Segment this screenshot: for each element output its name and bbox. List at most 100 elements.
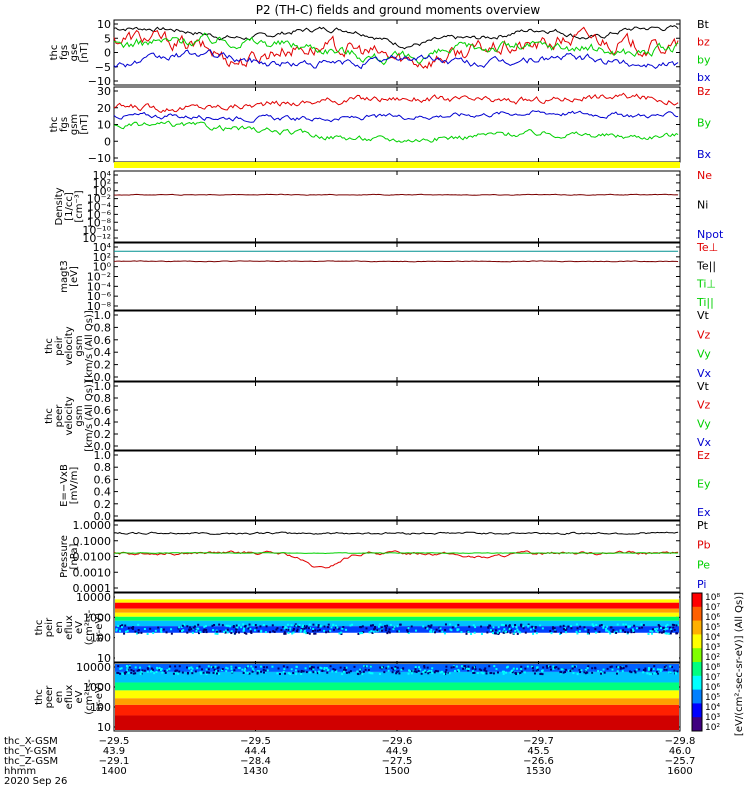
- spectrogram-pixel: [361, 673, 364, 676]
- spectrogram-pixel: [359, 626, 362, 629]
- spectrogram-pixel: [616, 623, 619, 626]
- spectrogram-pixel: [676, 624, 679, 627]
- spectrogram-pixel: [357, 632, 360, 635]
- legend-entry: by: [697, 53, 711, 66]
- spectrogram-pixel: [380, 626, 383, 629]
- spectrogram-pixel: [480, 625, 483, 628]
- x-axis-row-label: 2020 Sep 26: [4, 776, 67, 787]
- spectrogram-pixel: [410, 672, 413, 675]
- spectrogram-pixel: [615, 672, 618, 675]
- spectrogram-pixel: [367, 668, 370, 671]
- spectrogram-pixel: [283, 631, 286, 634]
- spectrogram-pixel: [265, 625, 268, 628]
- spectrogram-pixel: [553, 630, 556, 633]
- spectrogram-pixel: [126, 665, 129, 668]
- spectrogram-pixel: [131, 627, 134, 630]
- spectrogram-band: [115, 612, 679, 617]
- spectrogram-pixel: [364, 668, 367, 671]
- colorbar-frame: [691, 592, 703, 732]
- x-tick-value: −27.5: [382, 756, 413, 767]
- spectrogram-pixel: [433, 671, 436, 674]
- spectrogram-pixel: [282, 670, 285, 673]
- spectrogram-pixel: [385, 667, 388, 670]
- spectrogram-pixel: [666, 623, 669, 626]
- spectrogram-pixel: [152, 632, 155, 635]
- spectrogram-pixel: [504, 624, 507, 627]
- spectrogram-pixel: [467, 630, 470, 633]
- spectrogram-pixel: [318, 671, 321, 674]
- spectrogram-pixel: [361, 632, 364, 635]
- colorbar-tick-label: 10⁸: [705, 593, 720, 603]
- spectrogram-pixel: [308, 623, 311, 626]
- spectrogram-pixel: [313, 632, 316, 635]
- spectrogram-pixel: [675, 632, 678, 635]
- legend-entry: Pe: [697, 558, 710, 571]
- spectrogram-pixel: [386, 632, 389, 635]
- spectrogram-pixel: [336, 626, 339, 629]
- spectrogram-pixel: [295, 672, 298, 675]
- spectrogram-pixel: [371, 672, 374, 675]
- spectrogram-pixel: [570, 627, 573, 630]
- spectrogram-pixel: [564, 668, 567, 671]
- series-fgs_gse-Bt: [113, 25, 679, 50]
- spectrogram-pixel: [412, 669, 415, 672]
- spectrogram-pixel: [311, 629, 314, 632]
- spectrogram-pixel: [226, 628, 229, 631]
- spectrogram-pixel: [496, 671, 499, 674]
- spectrogram-pixel: [431, 672, 434, 675]
- spectrogram-pixel: [283, 627, 286, 630]
- y-tick-label: 0.6: [94, 334, 112, 347]
- spectrogram-pixel: [418, 666, 421, 669]
- spectrogram-pixel: [478, 668, 481, 671]
- colorbar-segment: [692, 634, 702, 649]
- spectrogram-pixel: [375, 630, 378, 633]
- spectrogram-pixel: [397, 630, 400, 633]
- spectrogram-pixel: [130, 671, 133, 674]
- spectrogram-pixel: [356, 670, 359, 673]
- spectrogram-pixel: [443, 632, 446, 635]
- spectrogram-pixel: [662, 630, 665, 633]
- colorbar-tick-label: 10⁷: [705, 673, 720, 683]
- spectrogram-pixel: [606, 625, 609, 628]
- legend-entry: Bx: [697, 148, 712, 161]
- y-tick-label: 1.0000: [73, 519, 112, 532]
- spectrogram-pixel: [312, 668, 315, 671]
- spectrogram-pixel: [362, 670, 365, 673]
- spectrogram-pixel: [497, 632, 500, 635]
- spectrogram-pixel: [420, 672, 423, 675]
- y-tick-label: 10⁻²: [87, 271, 111, 284]
- spectrogram-pixel: [662, 627, 665, 630]
- series-density-Ne: [113, 193, 679, 196]
- spectrogram-pixel: [646, 672, 649, 675]
- legend-entry: Vx: [697, 436, 712, 449]
- spectrogram-pixel: [254, 624, 257, 627]
- x-tick-value: −28.4: [240, 756, 271, 767]
- spectrogram-pixel: [546, 666, 549, 669]
- x-tick-value: 1400: [101, 766, 126, 777]
- spectrogram-pixel: [436, 670, 439, 673]
- spectrogram-pixel: [316, 629, 319, 632]
- y-axis-label: thc: [34, 620, 45, 636]
- x-axis-row-label: thc_X-GSM: [4, 736, 58, 747]
- panel-frame: [113, 662, 681, 732]
- spectrogram-pixel: [444, 623, 447, 626]
- spectrogram-pixel: [600, 670, 603, 673]
- spectrogram-pixel: [292, 627, 295, 630]
- spectrogram-pixel: [305, 625, 308, 628]
- spectrogram-pixel: [369, 665, 372, 668]
- y-tick-label: 100: [90, 701, 111, 714]
- y-axis-label: magt3: [59, 260, 70, 293]
- spectrogram-pixel: [380, 629, 383, 632]
- legend-entry: Vz: [697, 328, 711, 341]
- spectrogram-pixel: [327, 630, 330, 633]
- spectrogram-pixel: [122, 672, 125, 675]
- spectrogram-pixel: [256, 671, 259, 674]
- spectrogram-pixel: [233, 632, 236, 635]
- spectrogram-pixel: [388, 628, 391, 631]
- spectrogram-pixel: [520, 670, 523, 673]
- spectrogram-pixel: [120, 667, 123, 670]
- y-tick-label: 0.4: [94, 486, 112, 499]
- spectrogram-pixel: [516, 628, 519, 631]
- spectrogram-pixel: [169, 665, 172, 668]
- spectrogram-pixel: [309, 665, 312, 668]
